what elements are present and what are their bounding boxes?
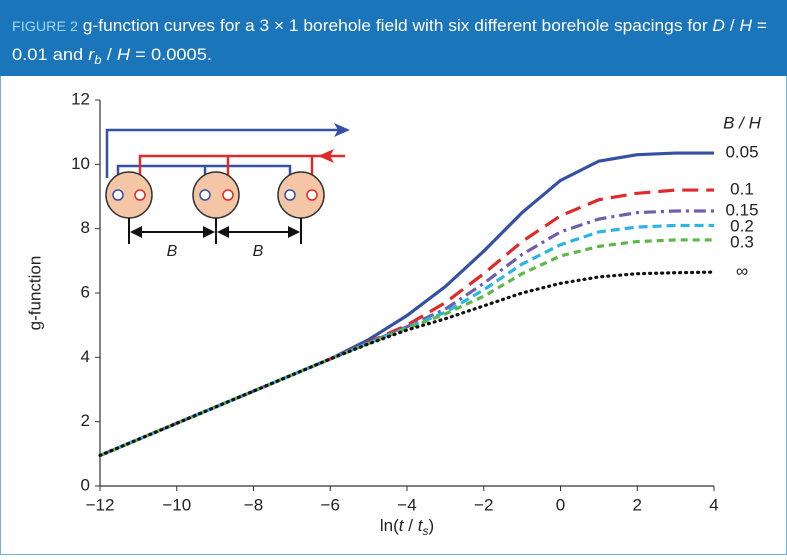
pipe-end	[284, 189, 296, 201]
caption-line: FIGURE 2 g-function curves for a 3 × 1 b…	[12, 16, 767, 35]
legend-label: ∞	[736, 262, 748, 281]
caption-text: D	[712, 16, 725, 35]
caption-text: 0.01 and	[12, 45, 88, 64]
arrow	[288, 226, 300, 238]
x-axis-label-part: s	[422, 524, 428, 538]
pipe-end	[112, 189, 124, 201]
x-axis-label-part: /	[404, 516, 418, 535]
pipe-end	[199, 189, 211, 201]
x-axis-label-part: t	[418, 516, 424, 535]
x-tick-label: −8	[244, 495, 263, 514]
pipe-end	[134, 189, 146, 201]
x-tick-label: −2	[474, 495, 493, 514]
y-tick-label: 2	[81, 411, 90, 430]
x-tick-label: −4	[397, 495, 416, 514]
caption-text: = 0.0005.	[130, 45, 212, 64]
x-tick-label: −12	[86, 495, 115, 514]
y-tick-label: 0	[81, 475, 90, 494]
y-axis-label: g-function	[25, 256, 44, 331]
series-line	[99, 238, 714, 457]
series-line	[99, 223, 714, 457]
legend-title: B / H	[723, 113, 762, 132]
inset-diagram: B B	[105, 123, 350, 260]
pipe	[105, 128, 340, 178]
y-tick-label: 8	[81, 218, 90, 237]
x-axis-label-part: )	[428, 516, 434, 535]
caption-text: g-function curves for a 3 × 1 borehole f…	[78, 16, 712, 35]
x-tick-label: 4	[709, 495, 718, 514]
arrow	[334, 123, 350, 137]
series-line	[98, 270, 716, 458]
pipe-end	[306, 189, 318, 201]
arrow	[130, 226, 142, 238]
caption-text: H	[739, 16, 752, 35]
header-band	[0, 0, 787, 76]
legend-label: 0.1	[730, 180, 754, 199]
dimension-label: B	[253, 243, 264, 260]
legend-label: 0.15	[725, 200, 758, 219]
x-tick-label: 0	[556, 495, 565, 514]
caption-text: r	[88, 45, 96, 64]
x-tick-label: −6	[321, 495, 340, 514]
arrow	[318, 149, 334, 163]
legend-label: 0.05	[725, 143, 758, 162]
x-axis-label-part: ln(	[380, 516, 399, 535]
legend-label: 0.2	[730, 216, 754, 235]
caption-text: H	[117, 45, 131, 64]
caption-text: b	[94, 53, 102, 67]
y-tick-label: 6	[81, 282, 90, 301]
y-tick-label: 10	[71, 154, 90, 173]
legend-label: 0.3	[730, 232, 754, 251]
caption-text: =	[752, 16, 767, 35]
caption-line: 0.01 and rb / H = 0.0005.	[12, 45, 212, 67]
dimension-label: B	[167, 243, 178, 260]
caption-text: /	[725, 16, 739, 35]
pipe-end	[222, 189, 234, 201]
figure-label: FIGURE 2	[12, 18, 78, 34]
y-tick-label: 12	[71, 89, 90, 108]
x-tick-label: −10	[162, 495, 191, 514]
caption-text: /	[102, 45, 117, 64]
x-axis-label: ln(t / ts)	[380, 516, 434, 538]
x-tick-label: 2	[633, 495, 642, 514]
arrow	[217, 226, 229, 238]
y-tick-label: 4	[81, 347, 90, 366]
x-axis-label-part: t	[399, 516, 405, 535]
arrow	[203, 226, 215, 238]
